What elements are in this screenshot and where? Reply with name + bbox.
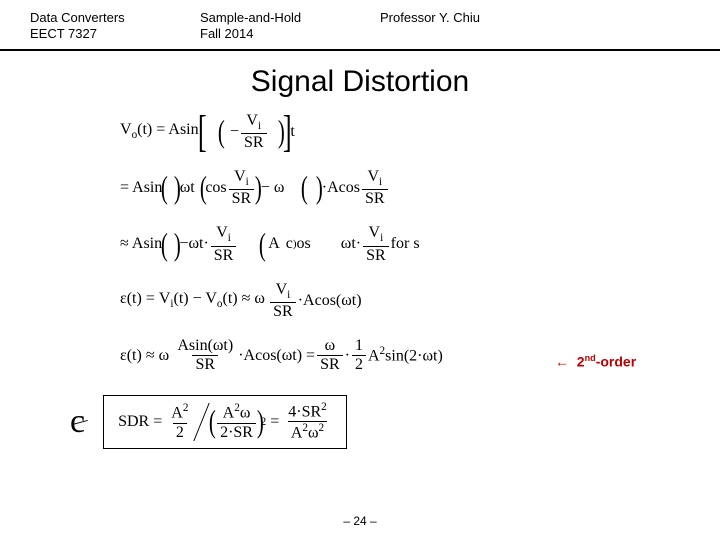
- equation-line-4: ε(t) = Vi(t) − Vo(t) ≈ ω Vi SR ·Acos(ωt): [120, 282, 720, 320]
- header-center: Sample-and-Hold Fall 2014: [200, 10, 380, 43]
- order-annotation: ← 2nd-order: [555, 353, 636, 370]
- slide-header: Data Converters EECT 7327 Sample-and-Hol…: [0, 0, 720, 51]
- equation-line-2: = Asin ( ) ωt ( cos Vi SR ) − ω ( ) ·Aco…: [120, 169, 720, 207]
- left-bracket-icon: [: [198, 114, 207, 149]
- header-left: Data Converters EECT 7327: [30, 10, 200, 43]
- equation-line-3: ≈ Asin ( ) −ωt· Vi SR ( A c)os ωt· Vi SR…: [120, 225, 720, 263]
- course-code: EECT 7327: [30, 26, 200, 42]
- decor-icon: c: [70, 403, 85, 441]
- course-name: Data Converters: [30, 10, 200, 26]
- equation-line-1: Vo(t) = Asin [ ( − Vi SR ω ) ] t: [120, 113, 720, 151]
- slash-icon: [194, 403, 210, 441]
- sdr-label: SDR =: [118, 413, 162, 431]
- term: Fall 2014: [200, 26, 380, 42]
- equations: Vo(t) = Asin [ ( − Vi SR ω ) ] t = Asin …: [0, 113, 720, 374]
- slide-title: Signal Distortion: [0, 65, 720, 99]
- sdr-row: c SDR = A2 2 ( A2ω 2·SR ) 2 = 4·SR2 A2ω2: [70, 395, 720, 449]
- right-bracket-icon: ]: [283, 114, 292, 149]
- topic: Sample-and-Hold: [200, 10, 380, 26]
- professor: Professor Y. Chiu: [380, 10, 690, 26]
- sdr-box: SDR = A2 2 ( A2ω 2·SR ) 2 = 4·SR2 A2ω2: [103, 395, 347, 449]
- page-number: – 24 –: [0, 514, 720, 528]
- header-right: Professor Y. Chiu: [380, 10, 690, 43]
